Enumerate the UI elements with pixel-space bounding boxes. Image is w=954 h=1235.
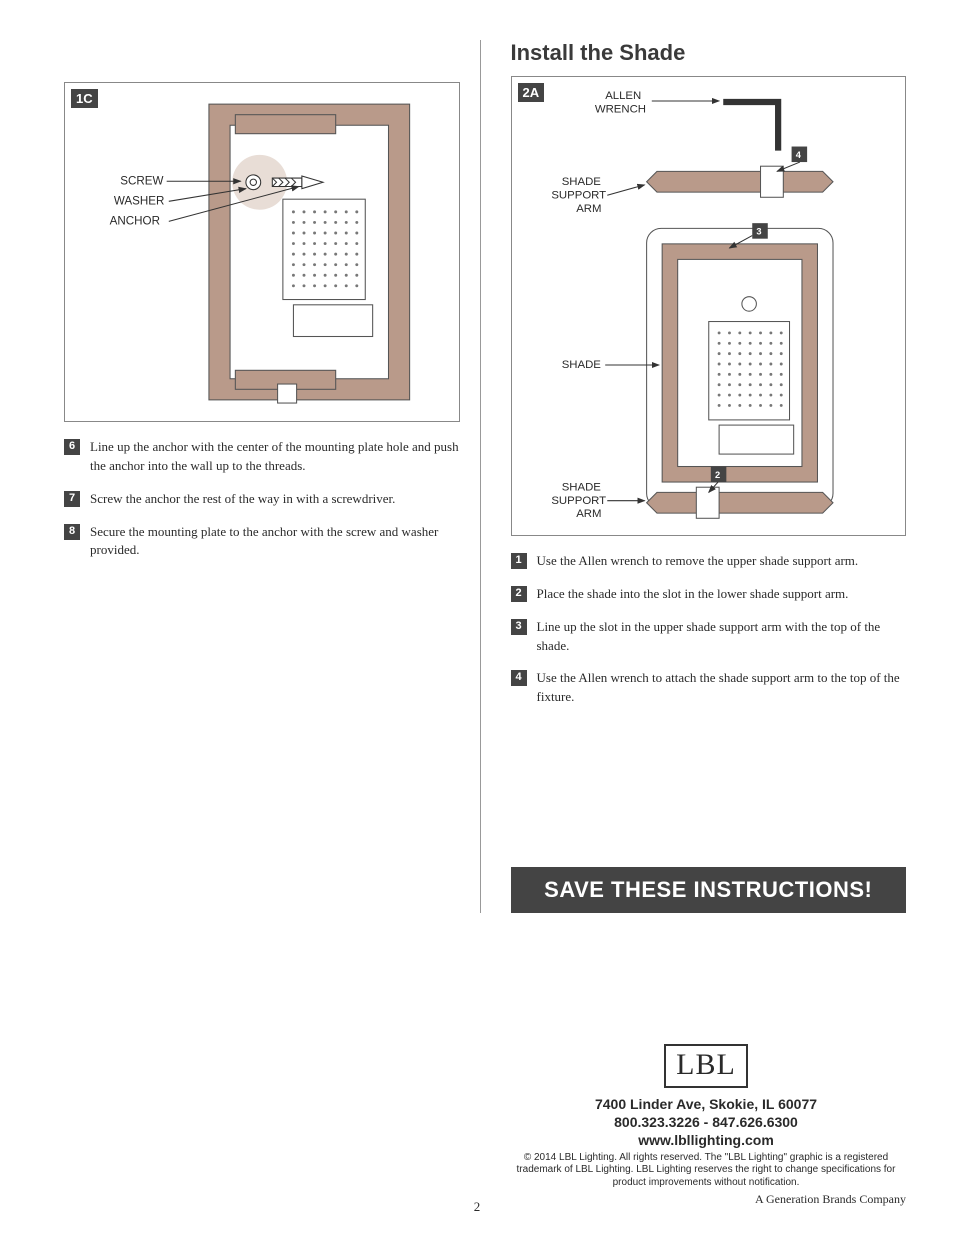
svg-text:2: 2 (714, 470, 719, 480)
left-column: 1C (64, 40, 481, 913)
right-steps: 1 Use the Allen wrench to remove the uppe… (511, 552, 907, 707)
step-text: Line up the anchor with the center of th… (90, 438, 460, 476)
step-text: Place the shade into the slot in the low… (537, 585, 849, 604)
svg-text:SHADE: SHADE (561, 176, 601, 188)
svg-text:WRENCH: WRENCH (594, 103, 645, 115)
svg-text:3: 3 (756, 227, 761, 237)
step-number: 4 (511, 670, 527, 686)
svg-text:SHADE: SHADE (561, 359, 601, 371)
diagram-id-2a: 2A (518, 83, 545, 102)
footer: LBL 7400 Linder Ave, Skokie, IL 60077 80… (506, 1044, 906, 1208)
svg-text:ARM: ARM (576, 508, 601, 520)
logo: LBL (664, 1044, 748, 1088)
footer-legal: © 2014 LBL Lighting. All rights reserved… (506, 1152, 906, 1190)
svg-text:SUPPORT: SUPPORT (551, 189, 606, 201)
footer-address: 7400 Linder Ave, Skokie, IL 60077 (506, 1096, 906, 1112)
step-number: 6 (64, 439, 80, 455)
footer-url: www.lbllighting.com (506, 1132, 906, 1148)
diagram-1c-svg: SCREW WASHER ANCHOR (65, 83, 459, 421)
step-item: 8 Secure the mounting plate to the anchor… (64, 523, 460, 561)
svg-text:4: 4 (795, 150, 801, 160)
diagram-2a-svg: 4 3 (512, 77, 906, 535)
right-column: Install the Shade 2A 4 (511, 40, 907, 913)
step-text: Screw the anchor the rest of the way in … (90, 490, 395, 509)
save-instructions-banner: SAVE THESE INSTRUCTIONS! (511, 867, 907, 913)
step-text: Use the Allen wrench to attach the shade… (537, 669, 907, 707)
step-number: 8 (64, 524, 80, 540)
step-text: Line up the slot in the upper shade supp… (537, 618, 907, 656)
section-heading: Install the Shade (511, 40, 907, 66)
step-number: 3 (511, 619, 527, 635)
step-number: 2 (511, 586, 527, 602)
page-number: 2 (474, 1199, 481, 1215)
step-item: 3 Line up the slot in the upper shade sup… (511, 618, 907, 656)
svg-text:SHADE: SHADE (561, 481, 601, 493)
footer-phones: 800.323.3226 - 847.626.6300 (506, 1114, 906, 1130)
label-screw: SCREW (120, 174, 163, 187)
step-number: 7 (64, 491, 80, 507)
step-item: 2 Place the shade into the slot in the lo… (511, 585, 907, 604)
step-item: 6 Line up the anchor with the center of t… (64, 438, 460, 476)
step-item: 7 Screw the anchor the rest of the way in… (64, 490, 460, 509)
label-washer: WASHER (114, 194, 165, 207)
step-number: 1 (511, 553, 527, 569)
diagram-2a: 2A 4 3 (511, 76, 907, 536)
step-item: 4 Use the Allen wrench to attach the shad… (511, 669, 907, 707)
diagram-id-1c: 1C (71, 89, 98, 108)
svg-text:SUPPORT: SUPPORT (551, 495, 606, 507)
diagram-1c: 1C (64, 82, 460, 422)
step-text: Secure the mounting plate to the anchor … (90, 523, 460, 561)
step-item: 1 Use the Allen wrench to remove the uppe… (511, 552, 907, 571)
svg-text:ALLEN: ALLEN (605, 90, 641, 102)
svg-text:ARM: ARM (576, 203, 601, 215)
step-text: Use the Allen wrench to remove the upper… (537, 552, 859, 571)
label-anchor: ANCHOR (110, 215, 160, 228)
footer-company: A Generation Brands Company (506, 1192, 906, 1207)
left-steps: 6 Line up the anchor with the center of t… (64, 438, 460, 560)
